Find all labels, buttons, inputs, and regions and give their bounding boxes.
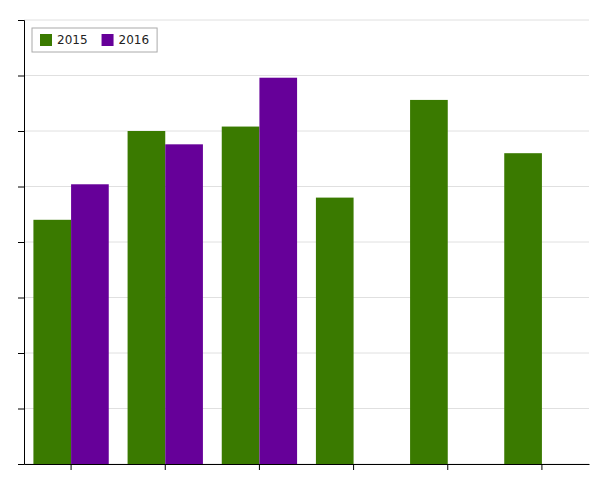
- series: [71, 78, 297, 464]
- legend-swatch: [102, 34, 114, 46]
- bar: [410, 100, 448, 464]
- x-tick: [165, 464, 166, 470]
- y-tick: [18, 353, 24, 354]
- x-tick-mark: [353, 464, 354, 470]
- grid-line: [24, 75, 589, 76]
- bar: [33, 220, 71, 464]
- y-tick-mark: [18, 20, 24, 21]
- chart: 2015 2016: [0, 0, 609, 488]
- y-tick: [18, 76, 24, 77]
- legend-item: 2015: [40, 33, 88, 47]
- legend-box: [32, 28, 157, 52]
- grid-line: [24, 20, 589, 21]
- y-tick-mark: [18, 76, 24, 77]
- bar: [316, 198, 354, 464]
- y-tick: [18, 187, 24, 188]
- bar: [504, 153, 542, 464]
- bar: [222, 127, 260, 464]
- plot: 2015 2016: [18, 20, 590, 470]
- y-tick: [18, 298, 24, 299]
- bar: [128, 131, 166, 464]
- legend-swatch: [40, 34, 52, 46]
- x-axis: [25, 464, 590, 470]
- y-tick: [18, 131, 24, 132]
- y-tick-mark: [18, 131, 24, 132]
- legend-label: 2016: [119, 33, 150, 47]
- bars: [33, 78, 542, 464]
- x-tick-mark: [71, 464, 72, 470]
- y-tick-mark: [18, 409, 24, 410]
- x-tick: [447, 464, 448, 470]
- y-tick: [18, 464, 24, 465]
- legend-item: 2016: [102, 33, 150, 47]
- x-tick-mark: [447, 464, 448, 470]
- y-tick-mark: [18, 464, 24, 465]
- y-tick: [18, 20, 24, 21]
- y-axis: [18, 21, 25, 465]
- bar: [165, 144, 203, 464]
- y-tick: [18, 242, 24, 243]
- y-tick-mark: [18, 298, 24, 299]
- y-tick-mark: [18, 187, 24, 188]
- bar: [259, 78, 297, 464]
- y-tick-mark: [18, 353, 24, 354]
- legend-label: 2015: [57, 33, 88, 47]
- x-tick-mark: [259, 464, 260, 470]
- x-axis-line: [25, 464, 590, 465]
- x-tick-mark: [541, 464, 542, 470]
- x-tick: [259, 464, 260, 470]
- legend: 2015 2016: [32, 28, 157, 52]
- y-axis-line: [18, 21, 25, 465]
- grid: [24, 20, 589, 464]
- grid-line: [24, 131, 589, 132]
- x-tick: [71, 464, 72, 470]
- bar: [71, 184, 109, 464]
- x-tick-mark: [165, 464, 166, 470]
- y-tick-mark: [18, 242, 24, 243]
- y-tick: [18, 409, 24, 410]
- x-tick: [541, 464, 542, 470]
- x-tick: [353, 464, 354, 470]
